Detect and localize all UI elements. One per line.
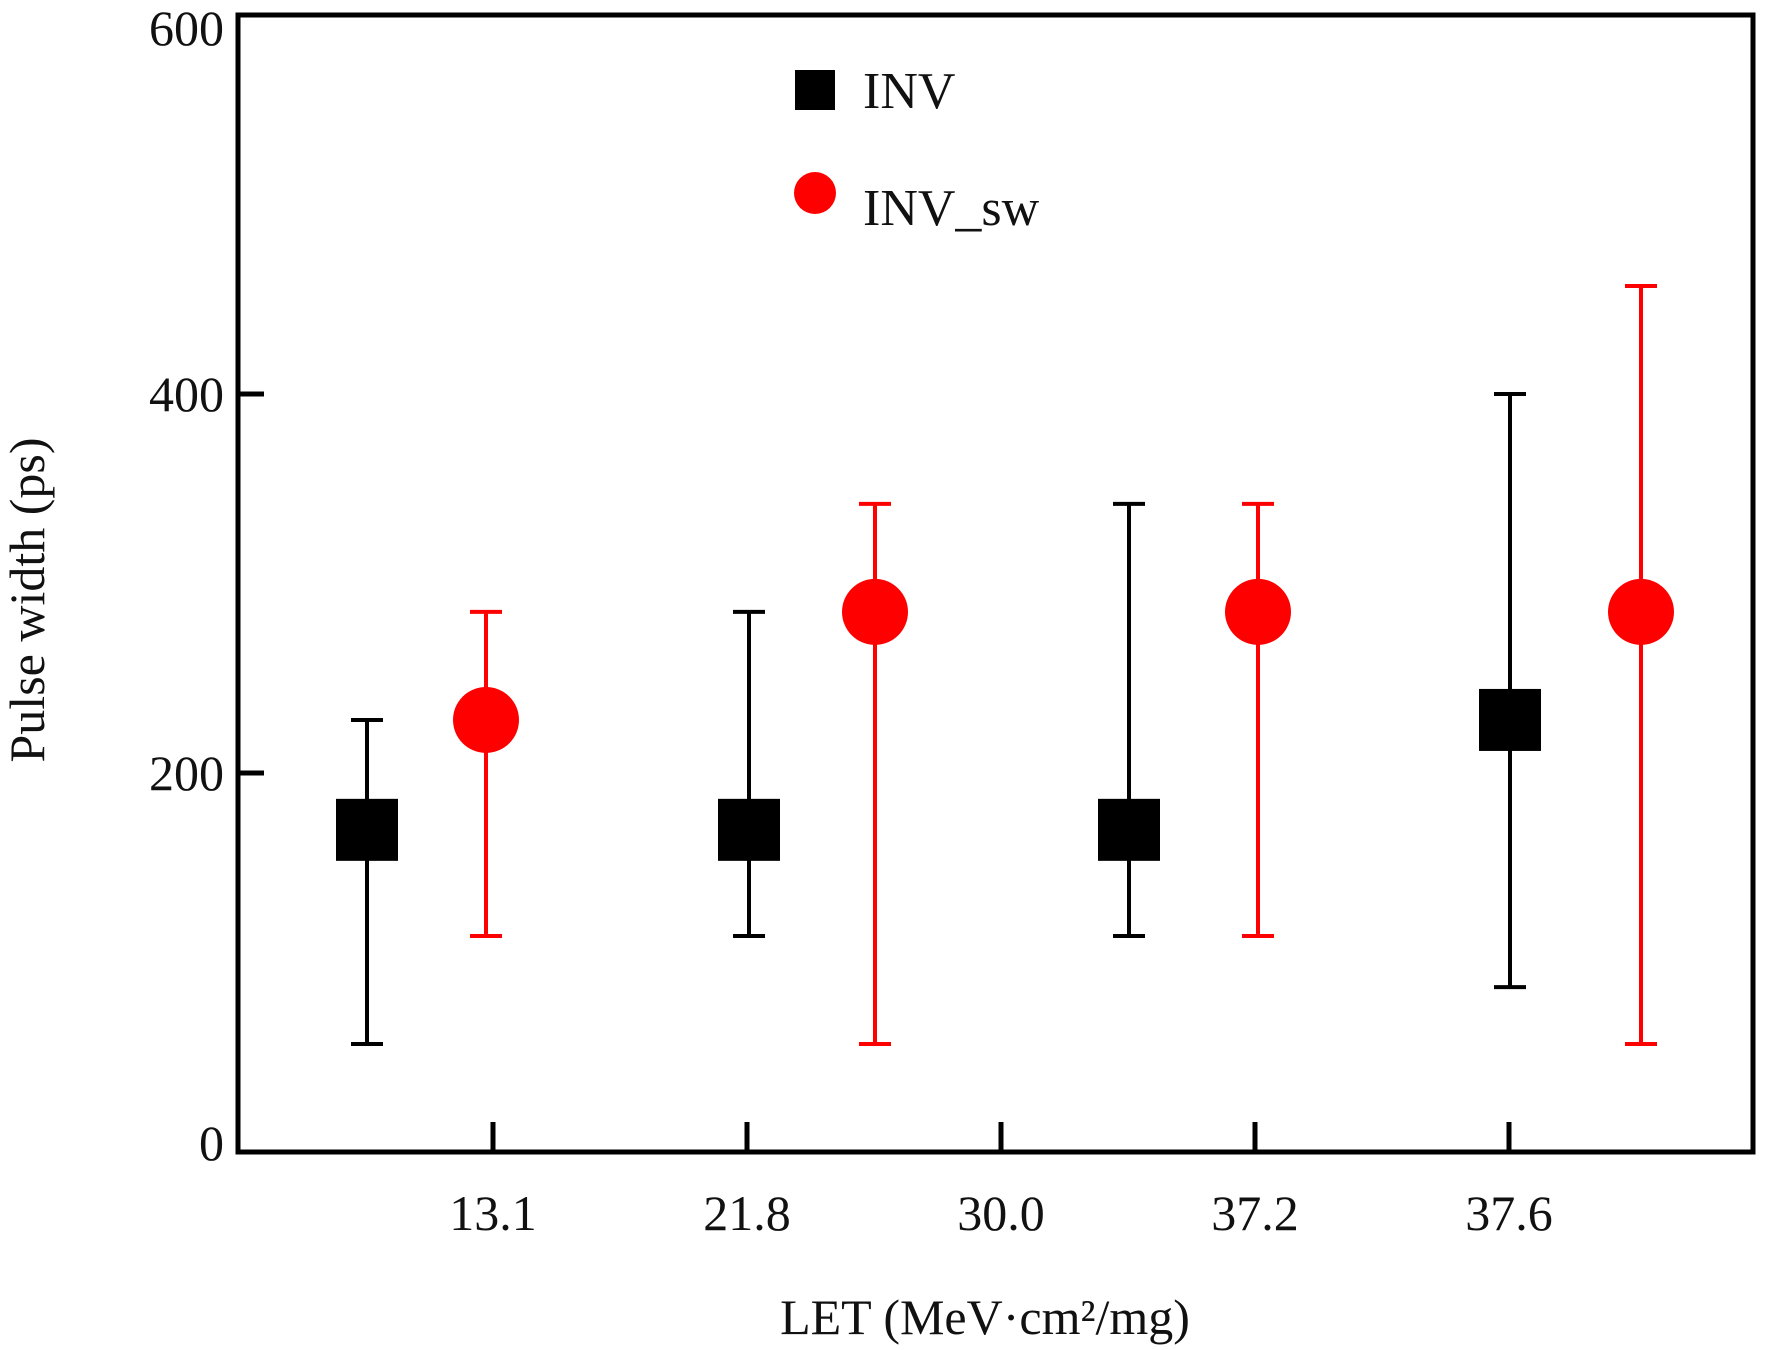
x-tick-label: 30.0 — [957, 1185, 1045, 1241]
x-tick-label: 21.8 — [703, 1185, 791, 1241]
x-tick-label: 37.6 — [1465, 1185, 1553, 1241]
data-point-inv — [336, 798, 398, 861]
data-point-inv — [1479, 688, 1541, 751]
x-axis-ticks: 13.1 21.8 30.0 37.2 37.6 — [449, 1122, 1553, 1241]
series-layer — [336, 283, 1674, 1046]
y-axis-title: Pulse width (ps) — [0, 438, 55, 763]
data-point-inv — [1098, 798, 1160, 861]
y-axis-ticks: 0 200 400 600 — [149, 0, 264, 1171]
data-point-inv-sw — [842, 578, 908, 645]
y-tick-label: 400 — [149, 366, 224, 422]
data-point-inv-sw — [1225, 578, 1291, 645]
legend-marker-inv-sw — [794, 172, 836, 214]
data-point-inv — [718, 798, 780, 861]
legend: INV INV_sw — [794, 63, 1040, 237]
data-point-inv-sw — [1608, 578, 1674, 645]
plot-frame — [235, 12, 1756, 1155]
y-tick-label: 0 — [199, 1115, 224, 1171]
x-tick-label: 37.2 — [1211, 1185, 1299, 1241]
legend-label-inv-sw: INV_sw — [863, 180, 1040, 237]
x-axis-title: LET (MeV·cm²/mg) — [780, 1289, 1190, 1345]
data-point-inv-sw — [453, 686, 519, 753]
x-tick-label: 13.1 — [449, 1185, 537, 1241]
legend-label-inv: INV — [863, 63, 955, 120]
plot-border — [235, 12, 1756, 1155]
y-tick-label: 200 — [149, 745, 224, 801]
y-tick-label: 600 — [149, 0, 224, 56]
legend-marker-inv — [795, 70, 835, 110]
